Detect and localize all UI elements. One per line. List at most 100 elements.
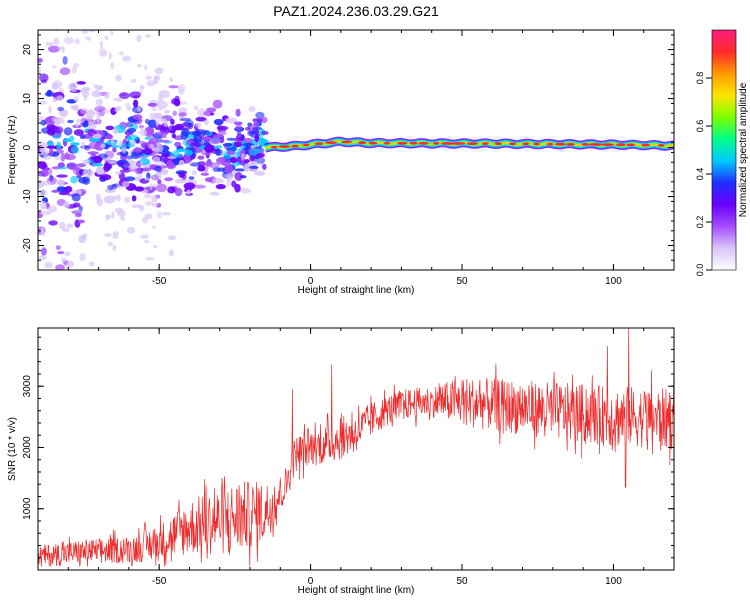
noise-blob (70, 175, 78, 184)
noise-blob (112, 128, 119, 135)
noise-blob (254, 170, 266, 176)
noise-blob (204, 177, 214, 183)
noise-blob (62, 228, 70, 232)
noise-blob (167, 163, 176, 170)
noise-blob (144, 118, 150, 125)
noise-blob (38, 57, 43, 63)
noise-blob (134, 167, 140, 175)
y-tick-label: 2000 (22, 436, 33, 459)
noise-blob (139, 205, 145, 212)
carrier-peak (451, 142, 466, 145)
carrier-peak (547, 142, 554, 146)
noise-blob (67, 119, 74, 124)
noise-blob (105, 125, 115, 131)
noise-blob (38, 115, 44, 122)
x-tick-label: 100 (605, 576, 622, 587)
noise-blob (183, 179, 193, 183)
noise-blob (58, 166, 68, 170)
noise-blob (54, 126, 64, 134)
noise-blob (156, 211, 163, 219)
noise-blob (167, 186, 176, 194)
noise-blob (93, 163, 104, 167)
noise-blob (199, 130, 211, 136)
noise-blob (52, 96, 57, 102)
noise-blob (91, 90, 102, 98)
noise-blob (44, 261, 53, 269)
noise-blob (180, 117, 192, 122)
noise-blob (240, 153, 245, 161)
noise-blob (155, 118, 159, 127)
noise-blob (66, 162, 78, 170)
noise-blob (45, 145, 57, 149)
noise-blob (40, 210, 52, 216)
noise-blob (95, 111, 100, 116)
noise-blob (170, 118, 175, 125)
spectrogram-noise (38, 30, 270, 270)
noise-blob (154, 162, 166, 166)
noise-blob (234, 168, 246, 172)
noise-blob (44, 91, 55, 97)
noise-blob (244, 126, 251, 131)
noise-blob (143, 148, 154, 155)
noise-blob (126, 226, 136, 234)
noise-blob (124, 196, 131, 203)
noise-blob (99, 168, 105, 175)
noise-blob (116, 194, 121, 202)
noise-blob (143, 240, 150, 244)
noise-blob (178, 112, 187, 117)
noise-blob (66, 223, 74, 229)
y-tick-label: -10 (22, 189, 33, 204)
noise-blob (104, 135, 114, 140)
noise-blob (157, 179, 162, 185)
noise-blob (197, 165, 206, 172)
noise-blob (145, 75, 153, 80)
colorbar-tick-label: 0.2 (695, 216, 705, 229)
noise-blob (99, 49, 108, 57)
carrier-peak (409, 141, 418, 145)
noise-blob (38, 161, 47, 169)
noise-blob (103, 195, 116, 204)
noise-blob (126, 155, 134, 160)
noise-blob (195, 116, 207, 122)
noise-blob (86, 109, 95, 118)
noise-blob (206, 107, 217, 113)
carrier-peak (626, 143, 636, 147)
noise-blob (224, 164, 234, 174)
carrier-peak (302, 143, 310, 147)
noise-blob (119, 169, 131, 173)
noise-blob (103, 233, 112, 237)
noise-blob (260, 116, 268, 124)
noise-blob (40, 206, 48, 210)
noise-blob (145, 257, 155, 261)
noise-blob (95, 98, 103, 107)
noise-blob (153, 75, 159, 84)
noise-blob (200, 172, 209, 176)
noise-blob (171, 133, 177, 139)
noise-blob (149, 183, 153, 191)
noise-blob (131, 195, 137, 202)
noise-blob (152, 156, 161, 163)
noise-blob (72, 202, 81, 208)
noise-blob (59, 67, 71, 76)
noise-blob (233, 141, 243, 148)
carrier-peak (466, 142, 478, 146)
noise-blob (231, 180, 237, 188)
noise-blob (51, 116, 57, 122)
noise-blob (136, 106, 142, 112)
noise-blob (213, 118, 224, 126)
noise-blob (152, 225, 156, 229)
carrier-peak (641, 143, 650, 147)
noise-blob (80, 110, 87, 115)
noise-blob (133, 99, 139, 108)
noise-blob (111, 211, 115, 219)
carrier-peak (566, 142, 575, 146)
noise-blob (38, 255, 48, 261)
noise-blob (82, 233, 88, 239)
noise-blob (156, 183, 167, 193)
noise-blob (76, 81, 86, 85)
carrier-peak (358, 141, 367, 145)
noise-blob (247, 130, 256, 135)
noise-blob (129, 163, 137, 171)
noise-blob (204, 119, 209, 125)
noise-blob (102, 109, 110, 114)
